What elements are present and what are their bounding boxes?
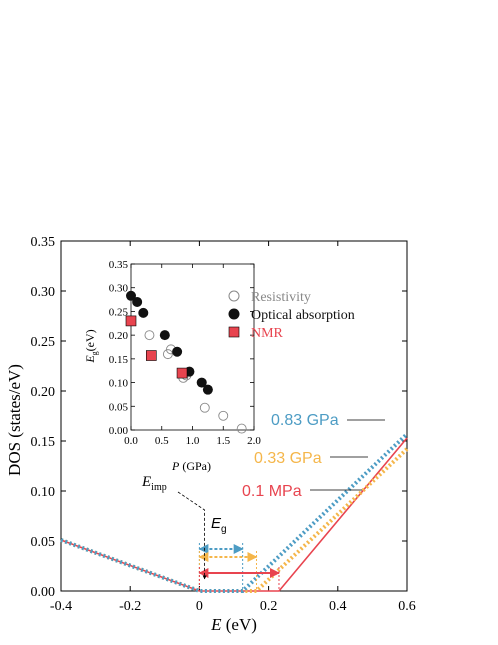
inset-point-resistivity [144,330,155,341]
main-x-axis-label: E (eV) [210,615,257,634]
main-x-tick-label: 0.2 [260,599,278,614]
inset-point-resistivity [199,402,210,413]
inset-point-optical-absorption [196,377,207,388]
main-y-tick-label: 0.25 [31,335,56,350]
inset-point-optical-absorption [132,296,143,307]
inset-point-optical-absorption [126,290,136,301]
inset-y-tick-label: 0.20 [109,330,129,342]
series-line-0-83-gpa [60,432,409,593]
main-x-ticks: -0.4 -0.2 0 0.2 0.4 0.6 [50,241,416,614]
series-line-0-1-mpa [60,437,408,592]
inset-point-optical-absorption [172,346,183,357]
inset-x-tick-label: 1.0 [186,435,200,447]
inset-points-group [125,290,247,434]
legend-nmr-label: NMR [251,326,284,341]
inset-point-nmr [145,350,157,361]
main-y-axis-label: DOS (states/eV) [5,364,24,476]
main-y-tick-label: 0.20 [31,385,56,400]
main-dos-chart: 0.000.050.100.150.200.250.300.35 -0.4 -0.… [5,235,416,634]
eg-annotation-var: E [211,515,222,532]
inset-point-resistivity [218,410,229,421]
main-y-tick-label: 0.15 [31,435,56,450]
legend-optical-label: Optical absorption [251,308,355,323]
eimp-leader-line [177,491,207,580]
main-x-tick-label: 0 [196,599,203,614]
main-x-tick-label: 0.6 [398,599,416,614]
series-line-0-33-gpa [60,447,409,593]
main-y-tick-label: 0.30 [31,285,56,300]
main-x-tick-label: -0.4 [50,599,72,614]
legend-resistivity-marker [228,290,240,302]
inset-y-tick-label: 0.00 [109,425,129,437]
inset-x-tick-label: 0.5 [155,435,169,447]
inset-point-optical-absorption [138,307,149,318]
inset-y-axis-unit: (eV) [83,329,97,351]
label-083-gpa: 0.83 GPa [271,412,339,429]
legend-optical-marker [228,308,240,320]
eimp-annotation: Eimp [141,474,167,493]
inset-y-axis-var: E [83,355,97,364]
eg-annotation: Eg [211,515,227,535]
gap-arrows-group [198,543,280,591]
main-y-tick-label: 0.10 [31,485,56,500]
inset-y-ticks: 0.00 0.05 0.10 0.15 0.20 0.25 0.30 0.35 [109,259,254,437]
inset-x-tick-label: 1.5 [216,435,230,447]
inset-y-tick-label: 0.10 [109,378,129,390]
inset-x-axis-label: P (GPa) [171,459,211,473]
inset-y-axis-label: Eg(eV) [83,329,99,363]
inset-point-nmr [125,315,137,327]
main-x-axis-var: E [210,615,222,634]
main-series-group [60,432,409,593]
eimp-annotation-sub: imp [151,482,167,493]
inset-y-tick-label: 0.15 [109,354,129,366]
inset-plot-frame [130,263,255,431]
inset-x-tick-label: 0.0 [124,435,138,447]
main-x-tick-label: 0.4 [329,599,347,614]
eimp-annotation-var: E [141,474,151,490]
main-y-tick-label: 0.35 [31,235,56,250]
inset-legend: Resistivity Optical absorption NMR [228,290,355,341]
inset-x-ticks: 0.0 0.5 1.0 1.5 2.0 [124,264,261,447]
inset-point-nmr [176,367,188,379]
main-x-axis-unit: (eV) [226,615,257,634]
inset-y-axis-sub: g [90,351,99,355]
main-x-tick-label: -0.2 [119,599,141,614]
inset-x-axis-unit: (GPa) [182,459,211,473]
eg-annotation-sub: g [221,524,227,535]
main-y-tick-label: 0.05 [31,535,56,550]
inset-point-resistivity [236,423,247,434]
inset-point-resistivity [162,349,173,360]
main-y-tick-label: 0.00 [31,585,56,600]
main-y-ticks: 0.00 0.05 0.10 0.15 0.20 0.25 0.30 0.35 [31,235,407,600]
inset-y-tick-label: 0.05 [109,401,129,413]
legend-nmr-marker [228,326,240,338]
inset-eg-vs-pressure-chart: 0.00 0.05 0.10 0.15 0.20 0.25 0.30 0.35 0.0 0.5 1… [83,259,355,473]
inset-point-optical-absorption [159,330,170,341]
inset-y-tick-label: 0.30 [109,283,129,295]
inset-x-axis-var: P [171,459,180,473]
inset-y-tick-label: 0.25 [109,306,129,318]
inset-point-optical-absorption [202,384,213,395]
label-01-mpa: 0.1 MPa [242,483,302,500]
label-033-gpa: 0.33 GPa [254,450,322,467]
inset-y-tick-label: 0.35 [109,259,129,271]
legend-resistivity-label: Resistivity [251,290,311,305]
inset-x-tick-label: 2.0 [247,435,261,447]
